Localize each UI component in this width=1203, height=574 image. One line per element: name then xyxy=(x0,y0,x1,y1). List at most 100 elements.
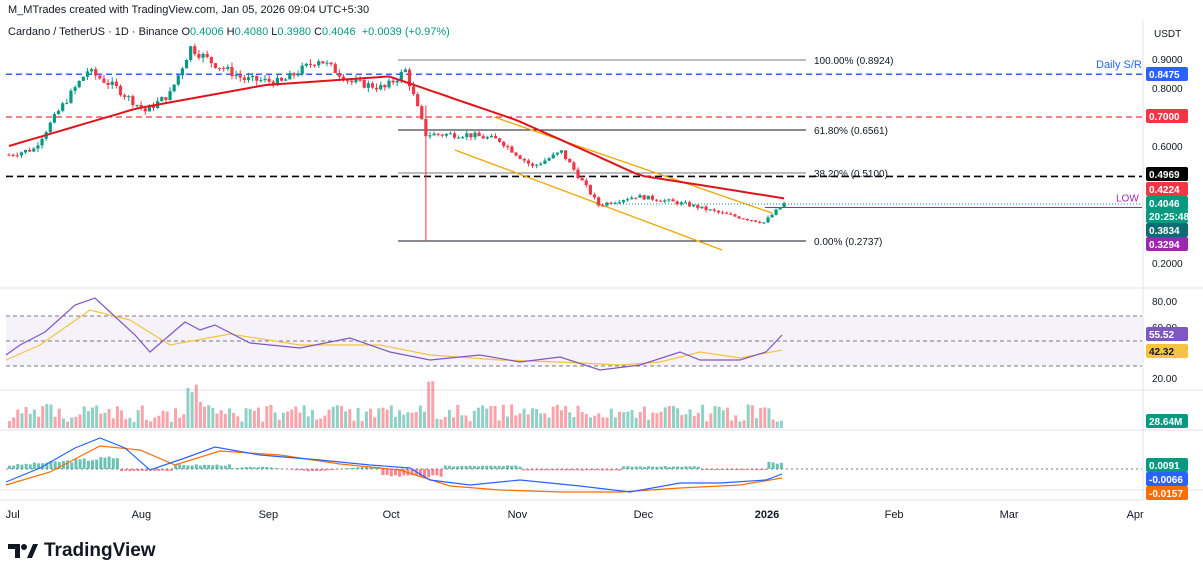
volume-bar xyxy=(103,412,107,428)
candle-body xyxy=(246,77,251,81)
candle-body xyxy=(754,220,758,222)
volume-bar xyxy=(489,406,493,428)
price-badge-bg xyxy=(1146,67,1188,81)
candle-body xyxy=(131,96,135,106)
volume-bar xyxy=(721,410,725,428)
volume-bar xyxy=(261,421,265,428)
volume-bar xyxy=(435,418,439,428)
candle-body xyxy=(580,177,584,181)
macd-histogram-bar xyxy=(128,469,132,472)
volume-bar xyxy=(580,411,584,428)
volume-bar xyxy=(331,406,335,428)
price-badge: 0.7000 xyxy=(1149,112,1180,123)
macd-histogram-bar xyxy=(564,469,568,471)
candle-body xyxy=(362,79,366,88)
candle-body xyxy=(778,207,782,210)
volume-bar xyxy=(120,410,124,428)
volume-bar xyxy=(236,416,240,428)
volume-bar xyxy=(207,405,211,428)
macd-histogram-bar xyxy=(651,466,655,469)
macd-histogram-bar xyxy=(506,465,509,469)
volume-bar xyxy=(99,413,103,428)
candle-body xyxy=(110,81,114,85)
macd-histogram-bar xyxy=(186,465,190,469)
symbol-legend[interactable]: Cardano / TetherUS · 1D · Binance O0.400… xyxy=(8,26,450,38)
rsi-ma-value-badge-bg xyxy=(1146,344,1188,358)
macd-histogram-bar xyxy=(273,468,277,469)
volume-bar xyxy=(389,405,393,428)
macd-histogram-bar xyxy=(725,469,729,471)
macd-histogram-bar xyxy=(489,465,493,469)
price-badge: 20:25:48 xyxy=(1149,212,1189,223)
macd-histogram-bar xyxy=(198,465,202,469)
volume-bar xyxy=(738,421,742,428)
candle-body xyxy=(407,69,412,87)
rsi-ma-line xyxy=(5,309,783,366)
candle-body xyxy=(366,83,370,88)
volume-bar xyxy=(385,409,389,428)
candle-body xyxy=(572,162,576,170)
macd-histogram-bar xyxy=(95,459,99,469)
macd-histogram-bar xyxy=(236,467,240,469)
volume-bar xyxy=(667,405,671,428)
volume-bar xyxy=(211,407,215,428)
macd-histogram-bar xyxy=(642,466,646,469)
macd-line xyxy=(5,437,783,493)
macd-histogram-bar xyxy=(522,469,526,471)
volume-bar xyxy=(70,417,74,428)
macd-histogram-bar xyxy=(647,466,651,469)
macd-histogram-bar xyxy=(730,469,734,471)
candle-body xyxy=(222,67,226,69)
candle-body xyxy=(15,155,19,157)
volume-bar xyxy=(485,408,489,428)
macd-histogram-bar xyxy=(688,466,692,469)
candle-body xyxy=(151,105,156,108)
candle-body xyxy=(708,209,712,211)
volume-bar xyxy=(8,421,11,428)
macd-histogram-bar xyxy=(269,467,273,469)
macd-histogram-bar xyxy=(456,466,460,469)
macd-histogram-bar xyxy=(178,464,182,469)
volume-bar xyxy=(248,408,252,428)
candle-body xyxy=(85,71,90,77)
volume-bar xyxy=(306,416,310,428)
candle-body xyxy=(321,61,325,64)
volume-bar xyxy=(418,405,422,428)
candle-body xyxy=(539,163,543,165)
macd-histogram-bar xyxy=(601,469,605,471)
tradingview-logo[interactable]: TradingView xyxy=(8,540,156,562)
volume-bar xyxy=(493,405,497,428)
macd-histogram-bar xyxy=(182,464,186,469)
price-badge: 0.3294 xyxy=(1149,240,1180,251)
time-axis-label: Mar xyxy=(1000,509,1019,521)
time-axis-label: 2026 xyxy=(755,509,779,521)
macd-histogram-bar xyxy=(389,469,393,477)
volume-bar xyxy=(356,407,360,428)
candle-body xyxy=(242,77,246,81)
candle-body xyxy=(346,80,350,82)
macd-histogram-bar xyxy=(327,469,331,471)
candle-body xyxy=(69,90,73,103)
macd-histogram-bar xyxy=(684,466,688,469)
volume-bar xyxy=(373,417,377,428)
macd-histogram-bar xyxy=(447,465,451,469)
volume-bar xyxy=(605,417,609,428)
macd-histogram-bar xyxy=(398,469,402,477)
daily-sr-label: Daily S/R xyxy=(1096,59,1142,71)
candle-body xyxy=(626,199,630,201)
volume-bar xyxy=(601,417,605,428)
macd-histogram-bar xyxy=(460,465,464,469)
macd-histogram-bar xyxy=(319,469,323,471)
volume-bar xyxy=(223,414,227,428)
macd-histogram-bar xyxy=(481,465,485,469)
candle-body xyxy=(564,150,568,160)
macd-histogram-bar xyxy=(393,469,397,476)
ohlc-key: O xyxy=(181,26,191,38)
macd-histogram-bar xyxy=(315,469,319,472)
volume-bar xyxy=(439,419,443,428)
volume-bar xyxy=(32,409,36,428)
volume-bar xyxy=(564,406,568,428)
candle-body xyxy=(592,194,597,198)
macd-histogram-bar xyxy=(431,469,435,476)
